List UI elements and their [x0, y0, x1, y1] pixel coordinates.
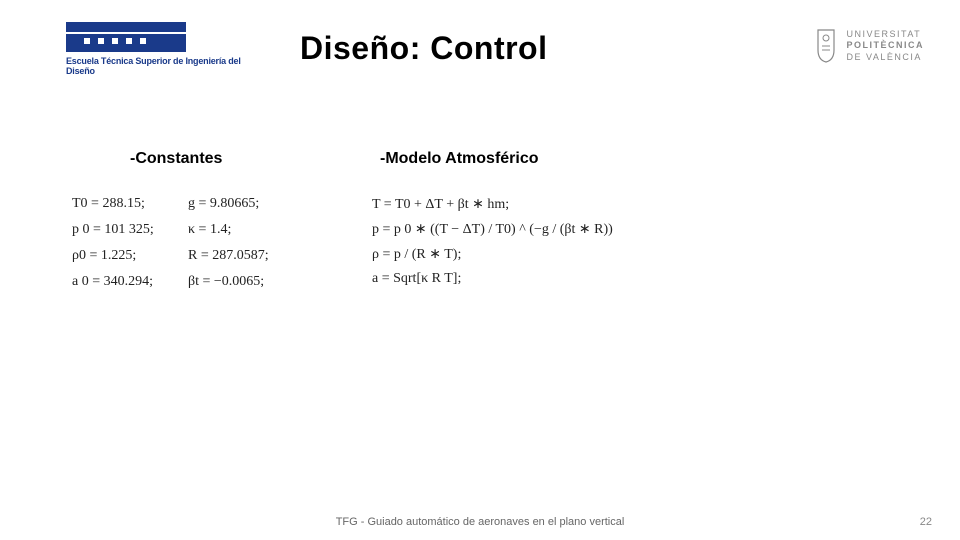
model-equations: T = T0 + ΔT + βt ∗ hm; p = p 0 ∗ ((T − Δ… [372, 196, 800, 287]
eq-a: a = Sqrt[κ R T]; [372, 271, 800, 287]
shield-icon [816, 28, 836, 64]
logo-bar-mid [66, 34, 186, 52]
header: Escuela Técnica Superior de Ingeniería d… [0, 22, 960, 82]
etsid-logo: Escuela Técnica Superior de Ingeniería d… [66, 22, 256, 76]
model-heading: -Modelo Atmosférico [380, 150, 800, 168]
const-kappa: κ = 1.4; [188, 222, 318, 238]
logo-bar-top [66, 22, 186, 32]
upv-logo: UNIVERSITAT POLITÈCNICA DE VALÈNCIA [816, 28, 924, 64]
upv-line3: DE VALÈNCIA [846, 52, 924, 63]
const-R: R = 287.0587; [188, 248, 318, 264]
slide: Escuela Técnica Superior de Ingeniería d… [0, 0, 960, 540]
eq-p: p = p 0 ∗ ((T − ΔT) / T0) ^ (−g / (βt ∗ … [372, 221, 800, 238]
model-column: -Modelo Atmosférico T = T0 + ΔT + βt ∗ h… [380, 150, 800, 287]
etsid-logo-text: Escuela Técnica Superior de Ingeniería d… [66, 56, 256, 76]
constants-column: -Constantes T0 = 288.15; g = 9.80665; p … [130, 150, 370, 290]
logo-dots [84, 38, 146, 44]
page-number: 22 [920, 516, 932, 528]
const-betat: βt = −0.0065; [188, 274, 318, 290]
upv-line2: POLITÈCNICA [846, 40, 924, 51]
const-a0: a 0 = 340.294; [72, 274, 182, 290]
const-g: g = 9.80665; [188, 196, 318, 212]
const-T0: T0 = 288.15; [72, 196, 182, 212]
constants-grid: T0 = 288.15; g = 9.80665; p 0 = 101 325;… [72, 196, 370, 290]
footer-text: TFG - Guiado automático de aeronaves en … [0, 516, 960, 528]
constants-heading: -Constantes [130, 150, 370, 168]
upv-line1: UNIVERSITAT [846, 29, 924, 40]
eq-T: T = T0 + ΔT + βt ∗ hm; [372, 196, 800, 213]
const-rho0: ρ0 = 1.225; [72, 248, 182, 264]
eq-rho: ρ = p / (R ∗ T); [372, 246, 800, 263]
page-title: Diseño: Control [300, 30, 547, 67]
upv-text: UNIVERSITAT POLITÈCNICA DE VALÈNCIA [846, 29, 924, 63]
const-p0: p 0 = 101 325; [72, 222, 182, 238]
